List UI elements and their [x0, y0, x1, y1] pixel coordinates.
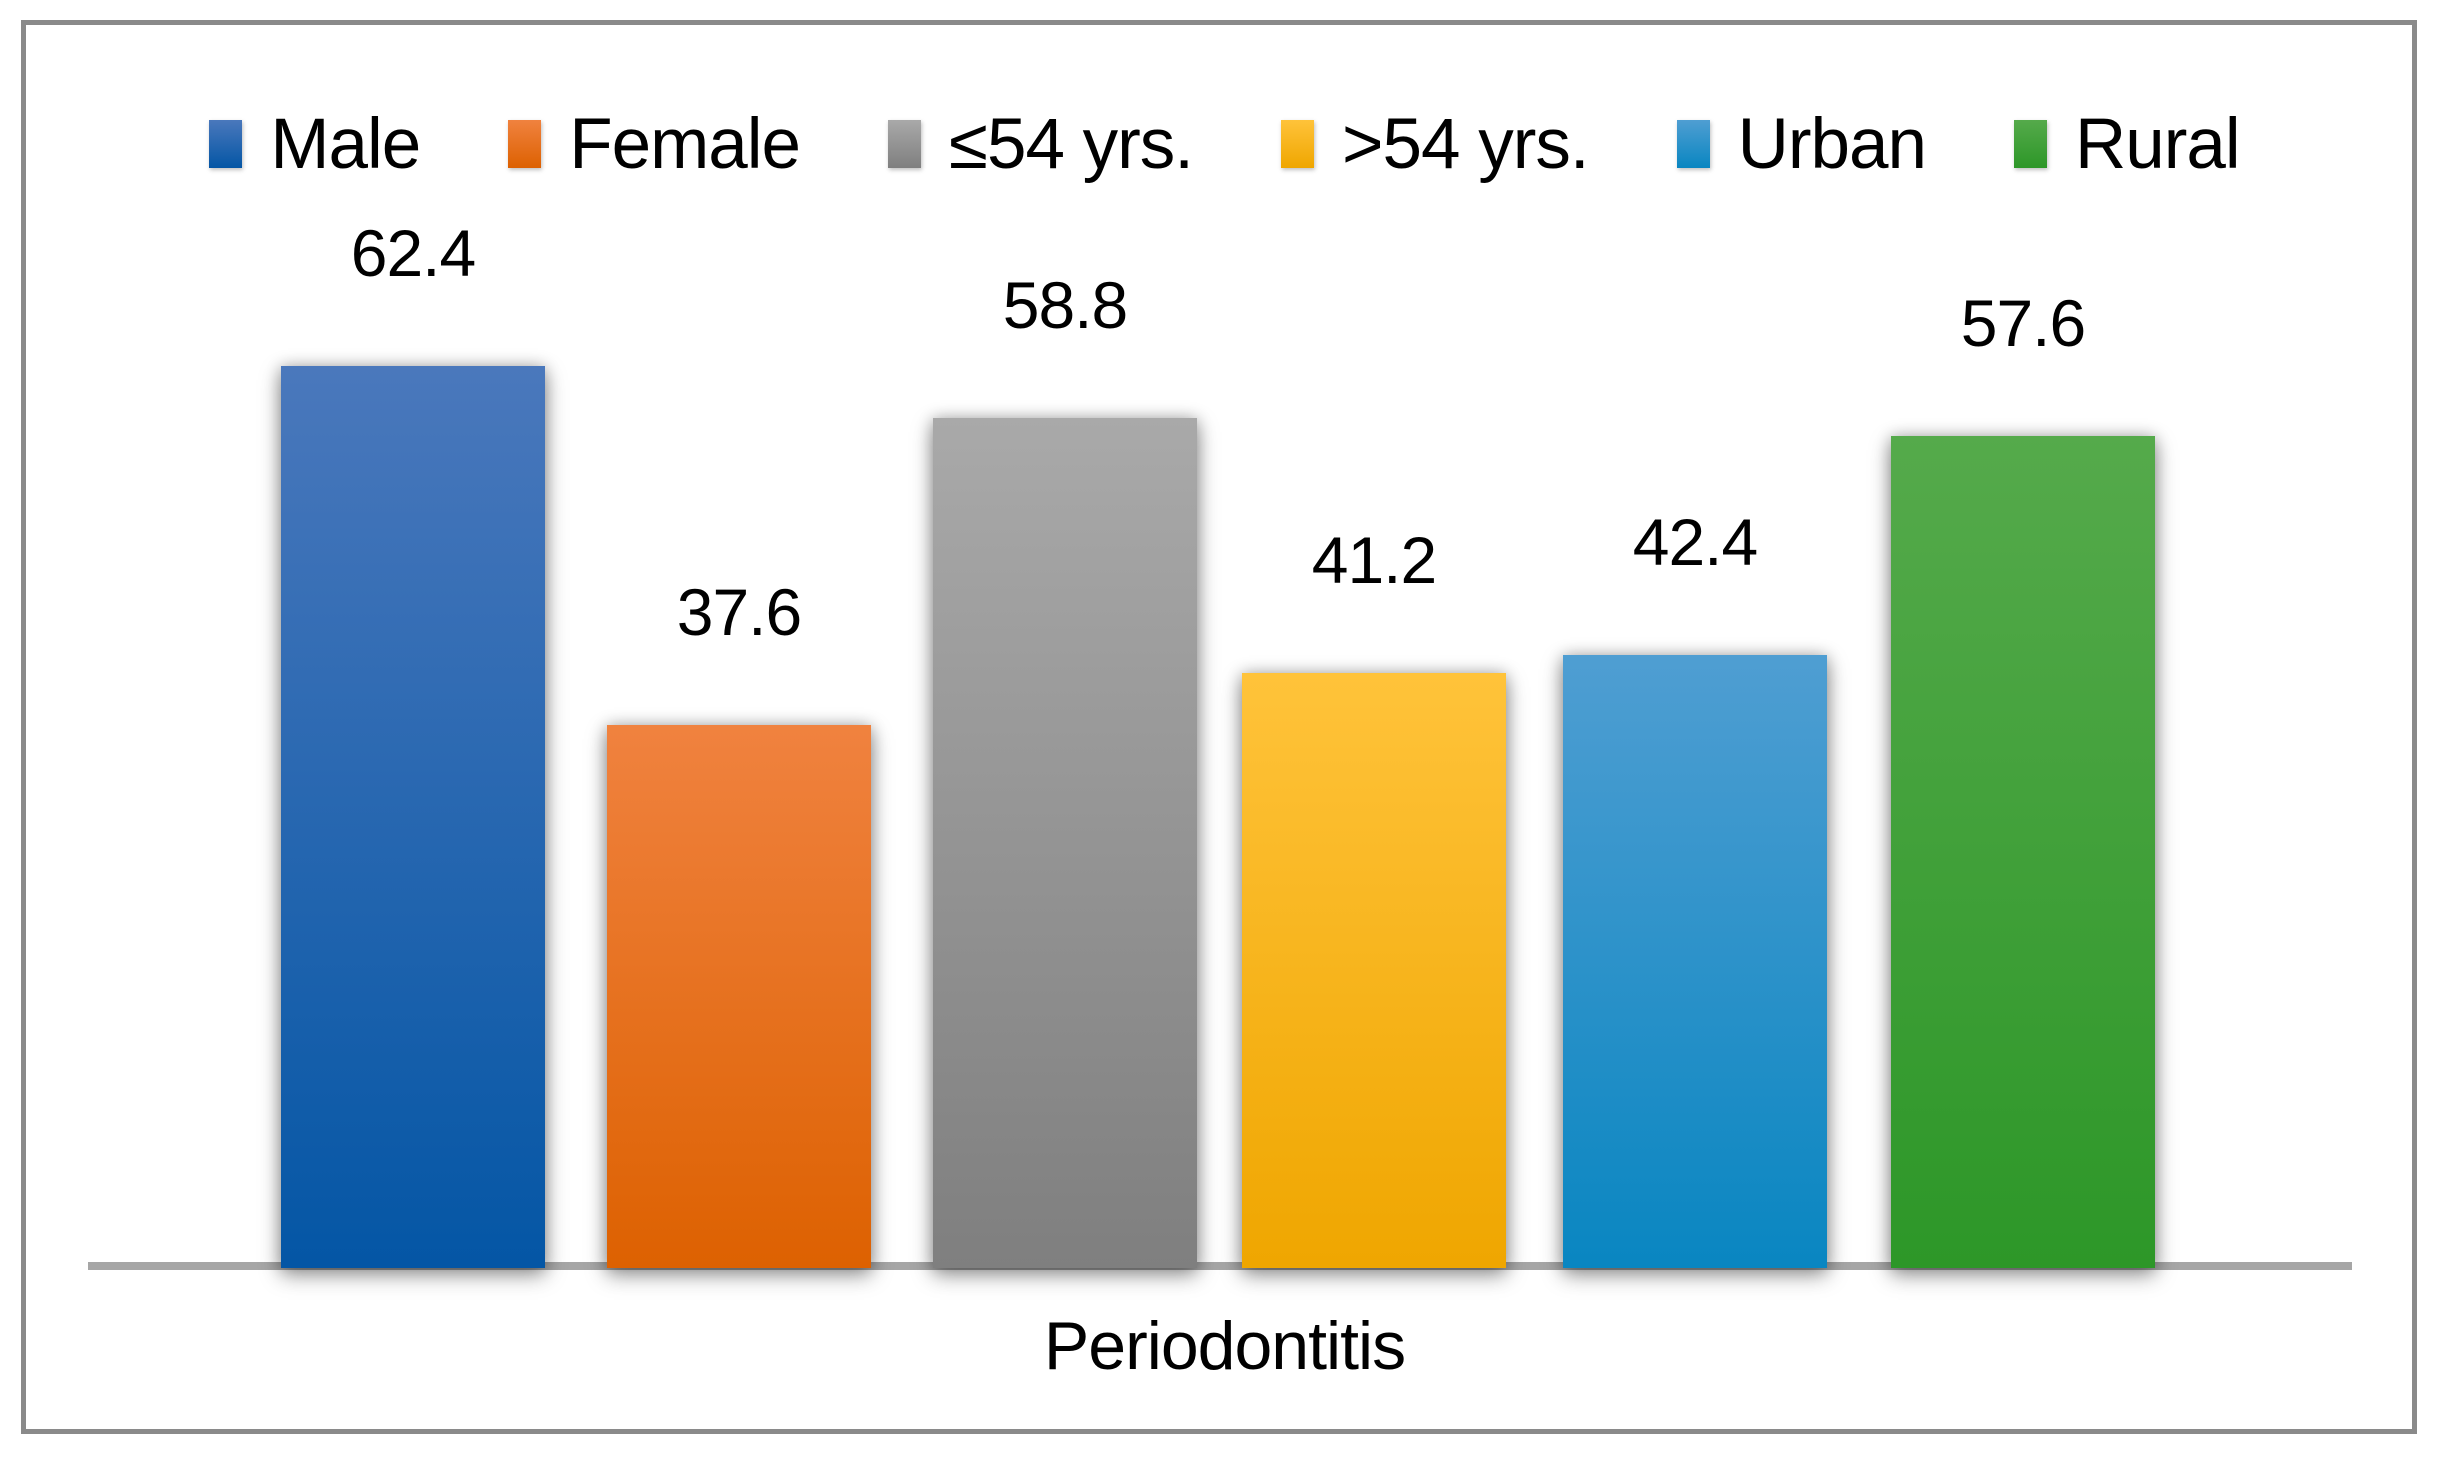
- legend-label-female: Female: [569, 104, 801, 184]
- bar-female: [607, 725, 871, 1268]
- legend-swatch-gt-54-yrs-icon: [1281, 120, 1315, 168]
- legend-swatch-le-54-yrs-icon: [888, 120, 921, 168]
- legend-item-rural: Rural: [2013, 104, 2241, 184]
- legend-item-female: Female: [508, 104, 801, 184]
- legend-swatch-female-icon: [508, 120, 542, 168]
- legend-label-gt-54-yrs: >54 yrs.: [1342, 104, 1590, 184]
- bar-rural: [1891, 436, 2155, 1268]
- bar-urban: [1563, 655, 1827, 1268]
- bar-male: [281, 366, 545, 1268]
- legend-item-male: Male: [209, 104, 421, 184]
- legend-swatch-urban-icon: [1676, 120, 1710, 168]
- legend-label-urban: Urban: [1737, 104, 1927, 184]
- bar-le-54-yrs: [933, 418, 1197, 1268]
- legend-label-le-54-yrs: ≤54 yrs.: [949, 104, 1194, 184]
- x-axis-line: [88, 1262, 2352, 1270]
- legend-item-le-54-yrs: ≤54 yrs.: [888, 104, 1194, 184]
- legend-label-male: Male: [270, 104, 421, 184]
- value-label-le-54-yrs: 58.8: [1002, 268, 1128, 342]
- legend-label-rural: Rural: [2074, 104, 2241, 184]
- value-label-rural: 57.6: [1960, 286, 2086, 360]
- legend-swatch-rural-icon: [2013, 120, 2047, 168]
- value-label-urban: 42.4: [1632, 505, 1758, 579]
- value-label-gt-54-yrs: 41.2: [1311, 523, 1437, 597]
- legend-item-urban: Urban: [1676, 104, 1927, 184]
- x-axis-title: Periodontitis: [1043, 1308, 1406, 1384]
- legend-item-gt-54-yrs: >54 yrs.: [1281, 104, 1590, 184]
- legend: Male Female ≤54 yrs. >54 yrs. Urban Rural: [0, 88, 2449, 200]
- value-label-male: 62.4: [350, 216, 476, 290]
- bar-gt-54-yrs: [1242, 673, 1506, 1268]
- legend-swatch-male-icon: [209, 120, 243, 168]
- value-label-female: 37.6: [676, 575, 802, 649]
